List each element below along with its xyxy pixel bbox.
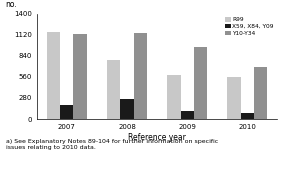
Bar: [167, 75, 181, 119]
Text: no.: no.: [5, 0, 17, 9]
Bar: [120, 99, 134, 119]
Bar: [241, 113, 254, 119]
Text: a) See Explanatory Notes 89-104 for further information on specific
issues relat: a) See Explanatory Notes 89-104 for furt…: [6, 139, 218, 150]
Bar: [228, 77, 241, 119]
Bar: [254, 67, 267, 119]
Bar: [194, 47, 207, 119]
Bar: [181, 112, 194, 119]
Bar: [47, 32, 60, 119]
Bar: [134, 33, 147, 119]
Bar: [60, 105, 74, 119]
X-axis label: Reference year: Reference year: [128, 133, 186, 142]
Legend: R99, X59, X84, Y09, Y10-Y34: R99, X59, X84, Y09, Y10-Y34: [225, 16, 275, 36]
Bar: [74, 34, 87, 119]
Bar: [107, 59, 120, 119]
